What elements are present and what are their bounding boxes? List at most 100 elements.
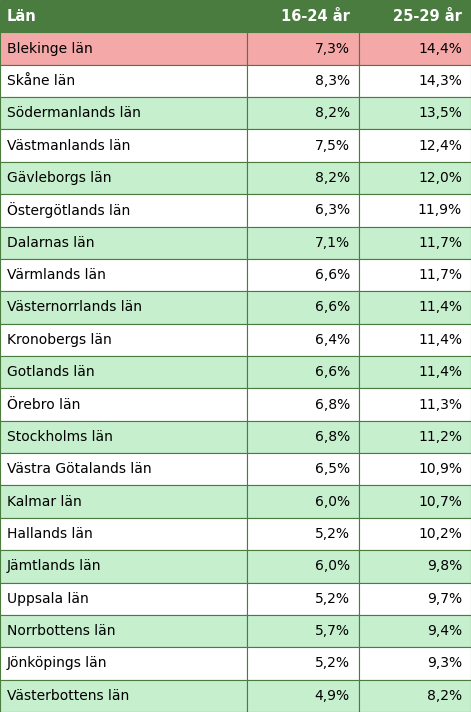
Text: 11,3%: 11,3% <box>418 397 462 412</box>
Bar <box>247 582 359 615</box>
Bar <box>247 550 359 582</box>
Text: 5,2%: 5,2% <box>315 527 350 541</box>
Text: 25-29 år: 25-29 år <box>393 9 462 23</box>
Text: 6,6%: 6,6% <box>315 268 350 282</box>
Text: Västmanlands län: Västmanlands län <box>7 139 130 152</box>
Text: 6,8%: 6,8% <box>315 397 350 412</box>
Bar <box>359 130 471 162</box>
Text: 11,2%: 11,2% <box>418 430 462 444</box>
Text: 8,2%: 8,2% <box>427 689 462 703</box>
Text: 11,4%: 11,4% <box>418 333 462 347</box>
Bar <box>0 356 247 388</box>
Bar <box>0 518 247 550</box>
Bar <box>359 291 471 324</box>
Bar <box>359 226 471 259</box>
Text: 14,4%: 14,4% <box>418 41 462 56</box>
Text: 10,7%: 10,7% <box>418 495 462 508</box>
Text: 9,4%: 9,4% <box>427 624 462 638</box>
Text: 12,4%: 12,4% <box>418 139 462 152</box>
Text: 6,5%: 6,5% <box>315 462 350 476</box>
Text: Västra Götalands län: Västra Götalands län <box>7 462 152 476</box>
Bar <box>359 615 471 647</box>
Text: Uppsala län: Uppsala län <box>7 592 89 606</box>
Text: Västernorrlands län: Västernorrlands län <box>7 300 142 315</box>
Bar <box>0 65 247 97</box>
Bar <box>0 97 247 130</box>
Bar <box>0 388 247 421</box>
Bar <box>0 421 247 453</box>
Text: 6,8%: 6,8% <box>315 430 350 444</box>
Text: Jönköpings län: Jönköpings län <box>7 656 107 671</box>
Bar <box>359 97 471 130</box>
Text: 9,7%: 9,7% <box>427 592 462 606</box>
Text: 13,5%: 13,5% <box>418 106 462 120</box>
Bar <box>247 680 359 712</box>
Bar <box>359 453 471 486</box>
Bar <box>0 291 247 324</box>
Bar <box>359 680 471 712</box>
Text: 12,0%: 12,0% <box>418 171 462 185</box>
Bar <box>0 0 247 32</box>
Text: 11,7%: 11,7% <box>418 236 462 250</box>
Bar <box>0 194 247 226</box>
Bar <box>359 388 471 421</box>
Bar <box>247 421 359 453</box>
Bar <box>359 647 471 680</box>
Text: 11,9%: 11,9% <box>418 204 462 217</box>
Text: 8,3%: 8,3% <box>315 74 350 88</box>
Text: 6,6%: 6,6% <box>315 300 350 315</box>
Bar <box>247 130 359 162</box>
Text: 7,3%: 7,3% <box>315 41 350 56</box>
Text: Stockholms län: Stockholms län <box>7 430 113 444</box>
Bar <box>0 680 247 712</box>
Bar <box>0 259 247 291</box>
Bar <box>0 324 247 356</box>
Bar <box>0 453 247 486</box>
Bar <box>359 421 471 453</box>
Text: 6,0%: 6,0% <box>315 495 350 508</box>
Bar <box>0 615 247 647</box>
Text: Kronobergs län: Kronobergs län <box>7 333 112 347</box>
Text: 6,3%: 6,3% <box>315 204 350 217</box>
Bar <box>359 259 471 291</box>
Bar <box>359 194 471 226</box>
Bar <box>0 550 247 582</box>
Text: 9,8%: 9,8% <box>427 560 462 573</box>
Text: Skåne län: Skåne län <box>7 74 75 88</box>
Bar <box>0 582 247 615</box>
Bar <box>0 486 247 518</box>
Bar <box>0 130 247 162</box>
Bar <box>247 162 359 194</box>
Text: Värmlands län: Värmlands län <box>7 268 106 282</box>
Text: 11,4%: 11,4% <box>418 365 462 379</box>
Bar <box>359 486 471 518</box>
Text: Län: Län <box>7 9 37 23</box>
Text: Dalarnas län: Dalarnas län <box>7 236 95 250</box>
Bar <box>359 582 471 615</box>
Bar <box>247 453 359 486</box>
Text: 5,2%: 5,2% <box>315 592 350 606</box>
Bar <box>247 388 359 421</box>
Bar <box>247 32 359 65</box>
Bar <box>247 615 359 647</box>
Text: Södermanlands län: Södermanlands län <box>7 106 141 120</box>
Text: 6,6%: 6,6% <box>315 365 350 379</box>
Text: 7,5%: 7,5% <box>315 139 350 152</box>
Text: 5,2%: 5,2% <box>315 656 350 671</box>
Text: Västerbottens län: Västerbottens län <box>7 689 129 703</box>
Bar <box>247 486 359 518</box>
Bar <box>247 259 359 291</box>
Text: 6,4%: 6,4% <box>315 333 350 347</box>
Text: 6,0%: 6,0% <box>315 560 350 573</box>
Bar <box>247 194 359 226</box>
Bar <box>359 550 471 582</box>
Bar <box>359 0 471 32</box>
Text: Kalmar län: Kalmar län <box>7 495 82 508</box>
Bar <box>247 518 359 550</box>
Text: 7,1%: 7,1% <box>315 236 350 250</box>
Bar <box>359 32 471 65</box>
Text: Jämtlands län: Jämtlands län <box>7 560 101 573</box>
Bar <box>359 356 471 388</box>
Text: 4,9%: 4,9% <box>315 689 350 703</box>
Text: 8,2%: 8,2% <box>315 106 350 120</box>
